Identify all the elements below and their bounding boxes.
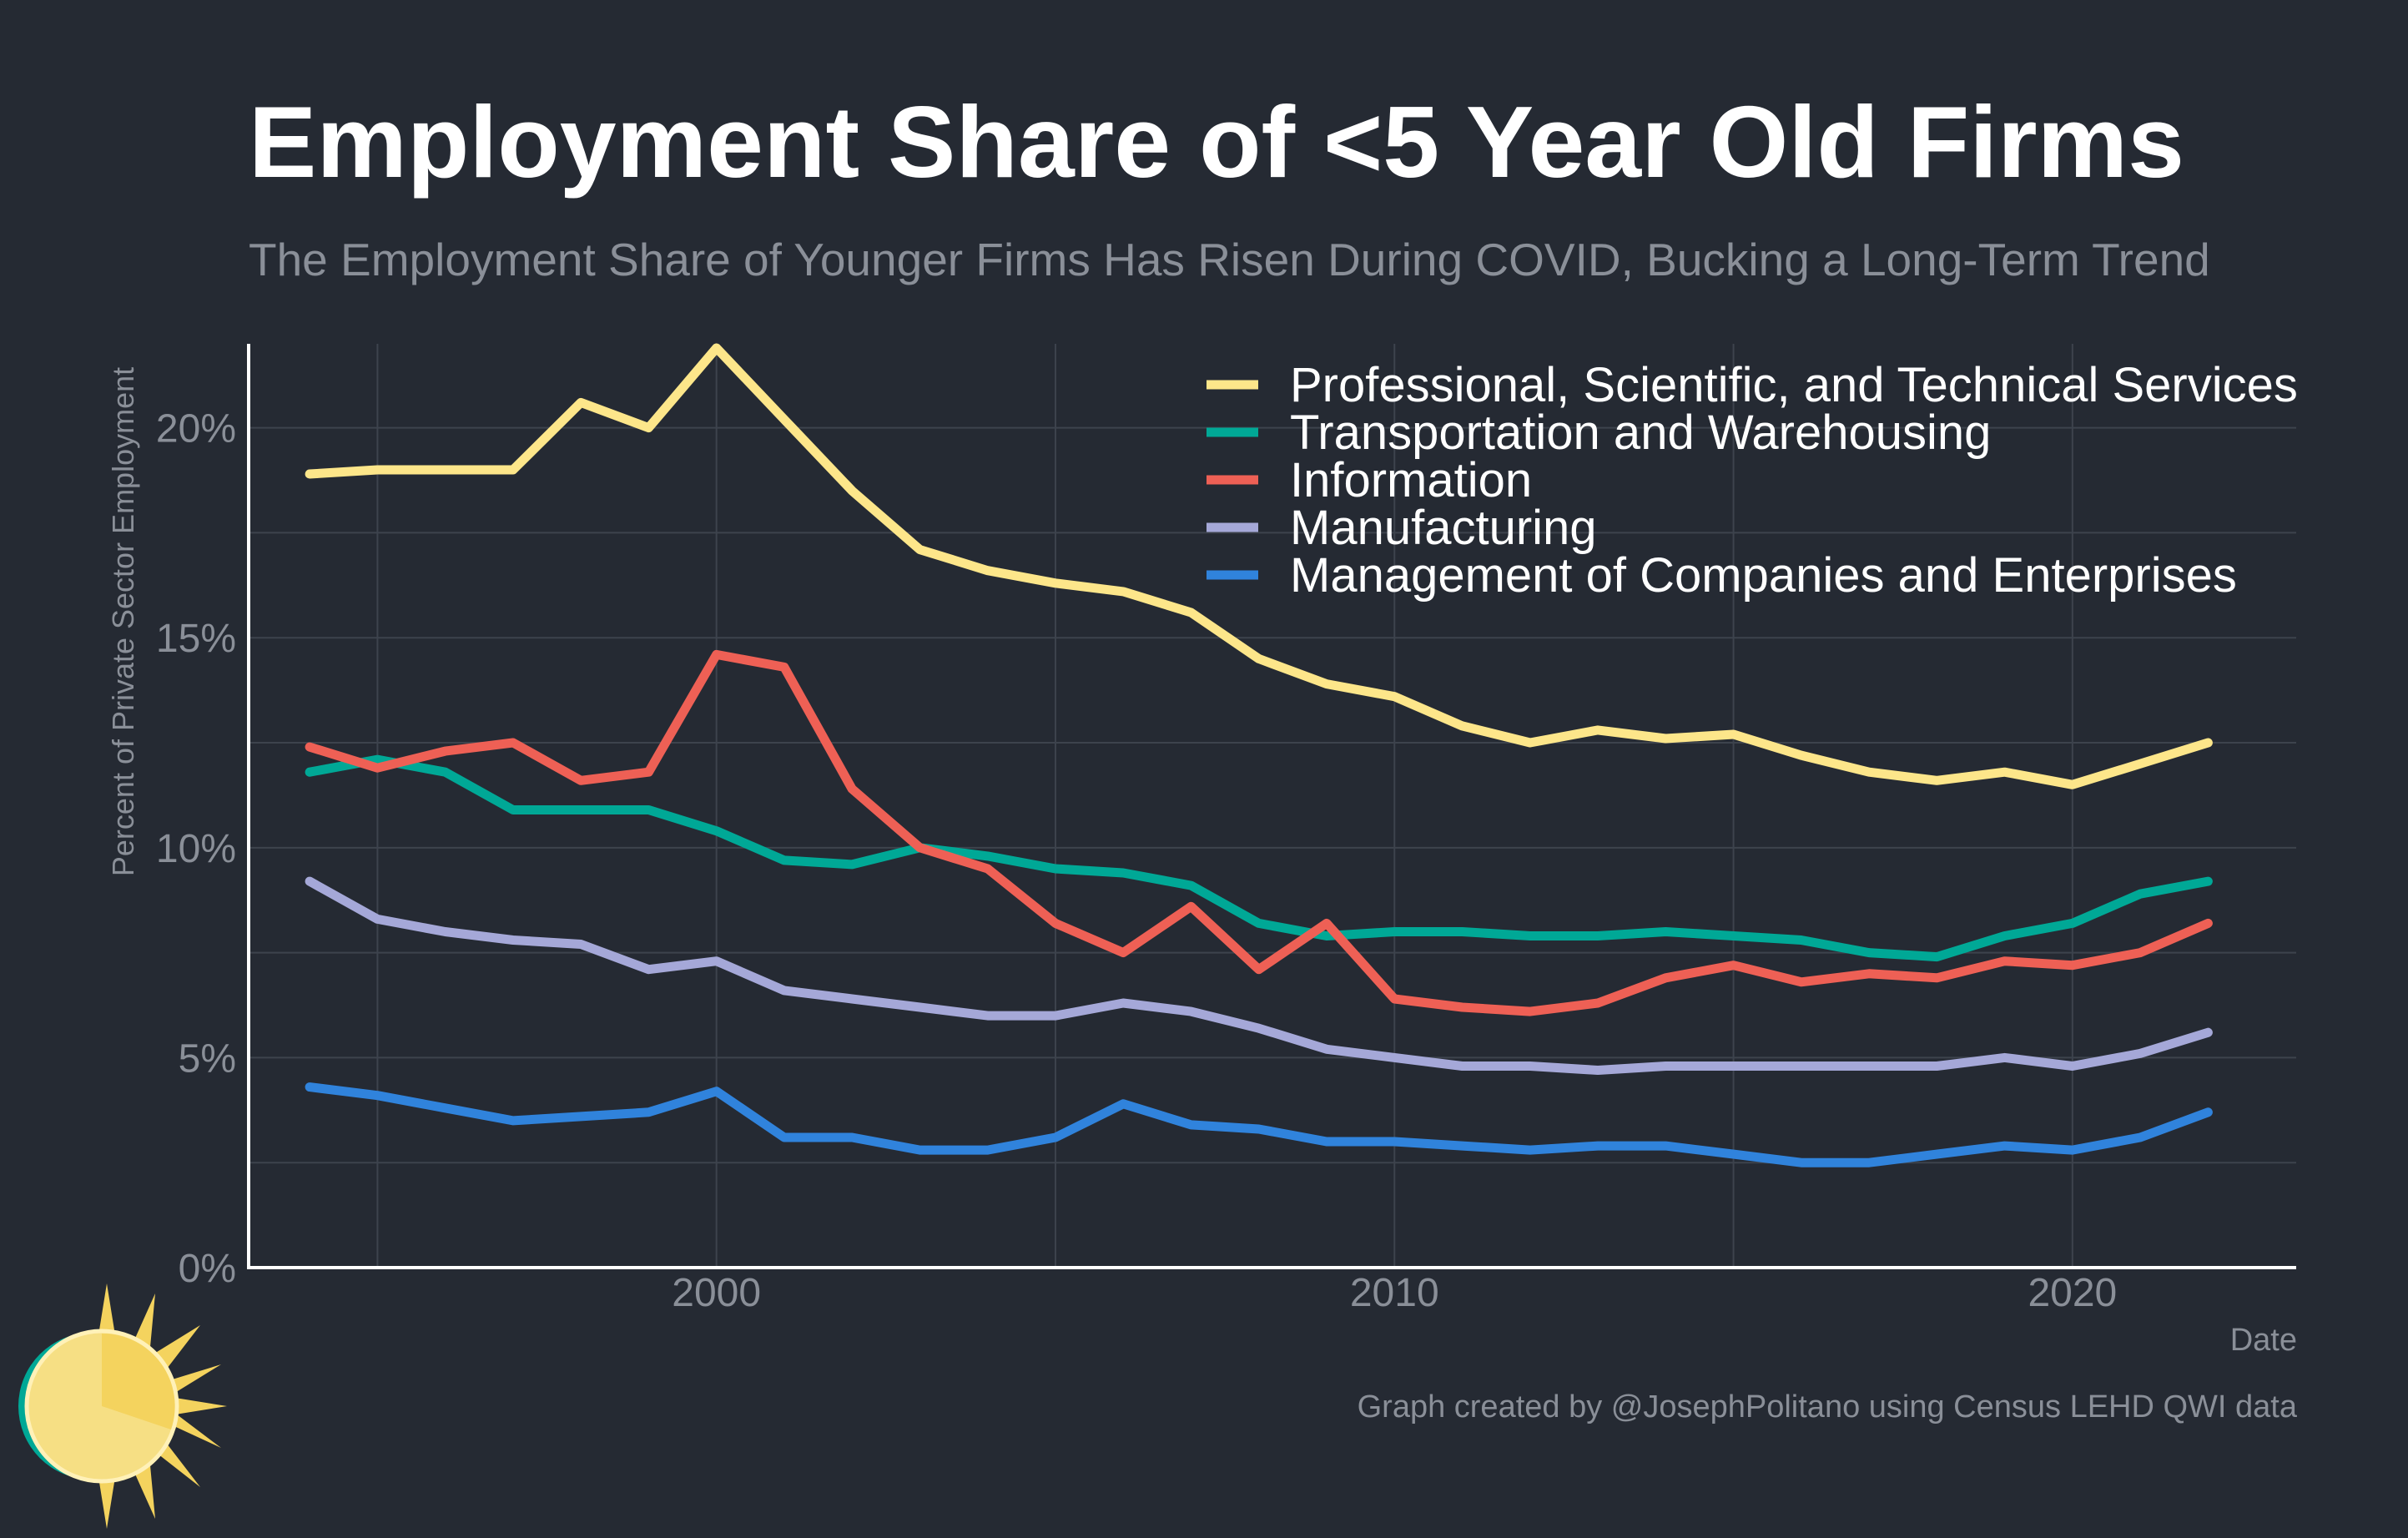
- x-tick-label: 2020: [2028, 1271, 2117, 1315]
- legend-label: Transportation and Warehousing: [1290, 406, 1991, 460]
- legend-label: Management of Companies and Enterprises: [1290, 548, 2237, 603]
- legend-label: Professional, Scientific, and Technical …: [1290, 358, 2298, 412]
- y-tick-label: 0%: [179, 1247, 236, 1291]
- x-tick-labels: 2000 2010 2020: [672, 1271, 2117, 1315]
- gridlines: [249, 344, 2296, 1268]
- series-line-1: [305, 343, 2213, 789]
- sun-icon: [18, 1283, 227, 1529]
- y-tick-label: 15%: [156, 617, 236, 661]
- chart-subtitle: The Employment Share of Younger Firms Ha…: [249, 234, 2210, 285]
- y-tick-label: 5%: [179, 1036, 236, 1081]
- series-line-2: [305, 754, 2213, 962]
- y-axis-title: Percent of Private Sector Employment: [106, 367, 140, 876]
- series-lines: [305, 343, 2213, 1167]
- chart-title: Employment Share of <5 Year Old Firms: [249, 85, 2184, 199]
- series-line-3: [305, 649, 2213, 1016]
- x-tick-label: 2010: [1350, 1271, 1439, 1315]
- legend: Professional, Scientific, and Technical …: [1207, 358, 2298, 603]
- source-caption: Graph created by @JosephPolitano using C…: [1357, 1389, 2297, 1425]
- series-line-4: [305, 876, 2213, 1075]
- legend-label: Manufacturing: [1290, 501, 1597, 555]
- y-tick-label: 10%: [156, 827, 236, 871]
- series-line-5: [305, 1082, 2213, 1167]
- y-tick-labels: 0% 5% 10% 15% 20%: [156, 407, 236, 1291]
- axes: [247, 344, 2296, 1269]
- x-tick-label: 2000: [672, 1271, 761, 1315]
- x-axis-title: Date: [2229, 1323, 2297, 1358]
- legend-label: Information: [1290, 453, 1532, 507]
- y-tick-label: 20%: [156, 407, 236, 451]
